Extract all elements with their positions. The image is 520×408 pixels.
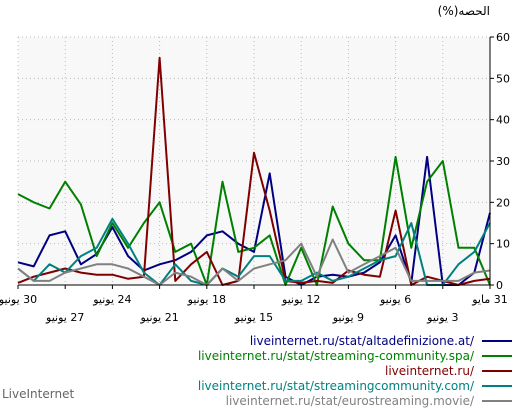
legend-label-3: liveinternet.ru/stat/streamingcommunity.…: [197, 378, 474, 393]
legend-swatch-1: [482, 354, 512, 357]
x-tick-label-upper-5: 30 يونيو: [0, 293, 37, 306]
brand-label: LiveInternet: [2, 387, 75, 401]
y-tick-label-3: 30: [496, 155, 510, 168]
legend-swatch-4: [482, 399, 512, 402]
legend-label-1: liveinternet.ru/stat/streaming-community…: [197, 348, 474, 363]
legend-swatch-0: [482, 339, 512, 342]
y-axis-label: الحصه(%): [437, 4, 490, 18]
legend-label-0: liveinternet.ru/stat/altadefinizione.at/: [249, 333, 474, 348]
y-tick-label-0: 0: [496, 279, 503, 292]
legend-item-1: liveinternet.ru/stat/streaming-community…: [32, 348, 512, 363]
x-tick-label-upper-2: 12 يونيو: [281, 293, 320, 306]
y-tick-label-1: 10: [496, 238, 510, 251]
x-tick-label-upper-1: 6 يونيو: [379, 293, 411, 306]
x-tick-label-lower-3: 21 يونيو: [139, 311, 178, 324]
x-tick-label-lower-1: 9 يونيو: [332, 311, 364, 324]
x-tick-label-upper-4: 24 يونيو: [92, 293, 131, 306]
y-tick-label-2: 20: [496, 196, 510, 209]
x-tick-label-upper-0: 31 مايو: [471, 293, 507, 306]
series-line-1: [17, 155, 491, 286]
y-tick-label-4: 40: [496, 114, 510, 127]
legend-swatch-3: [482, 384, 512, 387]
legend-item-0: liveinternet.ru/stat/altadefinizione.at/: [32, 333, 512, 348]
legend-item-3: liveinternet.ru/stat/streamingcommunity.…: [32, 378, 512, 393]
legend-label-2: liveinternet.ru/: [385, 363, 474, 378]
legend-item-2: liveinternet.ru/: [32, 363, 512, 378]
legend-swatch-2: [482, 369, 512, 372]
series-line-4: [17, 238, 491, 286]
series-line-3: [17, 217, 491, 286]
legend: liveinternet.ru/stat/altadefinizione.at/…: [32, 333, 512, 408]
x-ticks: 31 مايو 6 يونيو 12 يونيو 18 يونيو 24 يونيو 30…: [0, 285, 508, 324]
legend-label-4: liveinternet.ru/stat/eurostreaming.movie…: [225, 393, 474, 408]
legend-item-4: liveinternet.ru/stat/eurostreaming.movie…: [32, 393, 512, 408]
x-tick-label-lower-0: 3 يونيو: [426, 311, 458, 324]
y-tick-label-6: 60: [496, 31, 510, 44]
x-tick-label-lower-2: 15 يونيو: [234, 311, 273, 324]
y-ticks: 0 10 20 30 40 50 60: [490, 31, 510, 292]
x-tick-label-upper-3: 18 يونيو: [187, 293, 226, 306]
y-tick-label-5: 50: [496, 72, 510, 85]
x-tick-label-lower-4: 27 يونيو: [45, 311, 84, 324]
